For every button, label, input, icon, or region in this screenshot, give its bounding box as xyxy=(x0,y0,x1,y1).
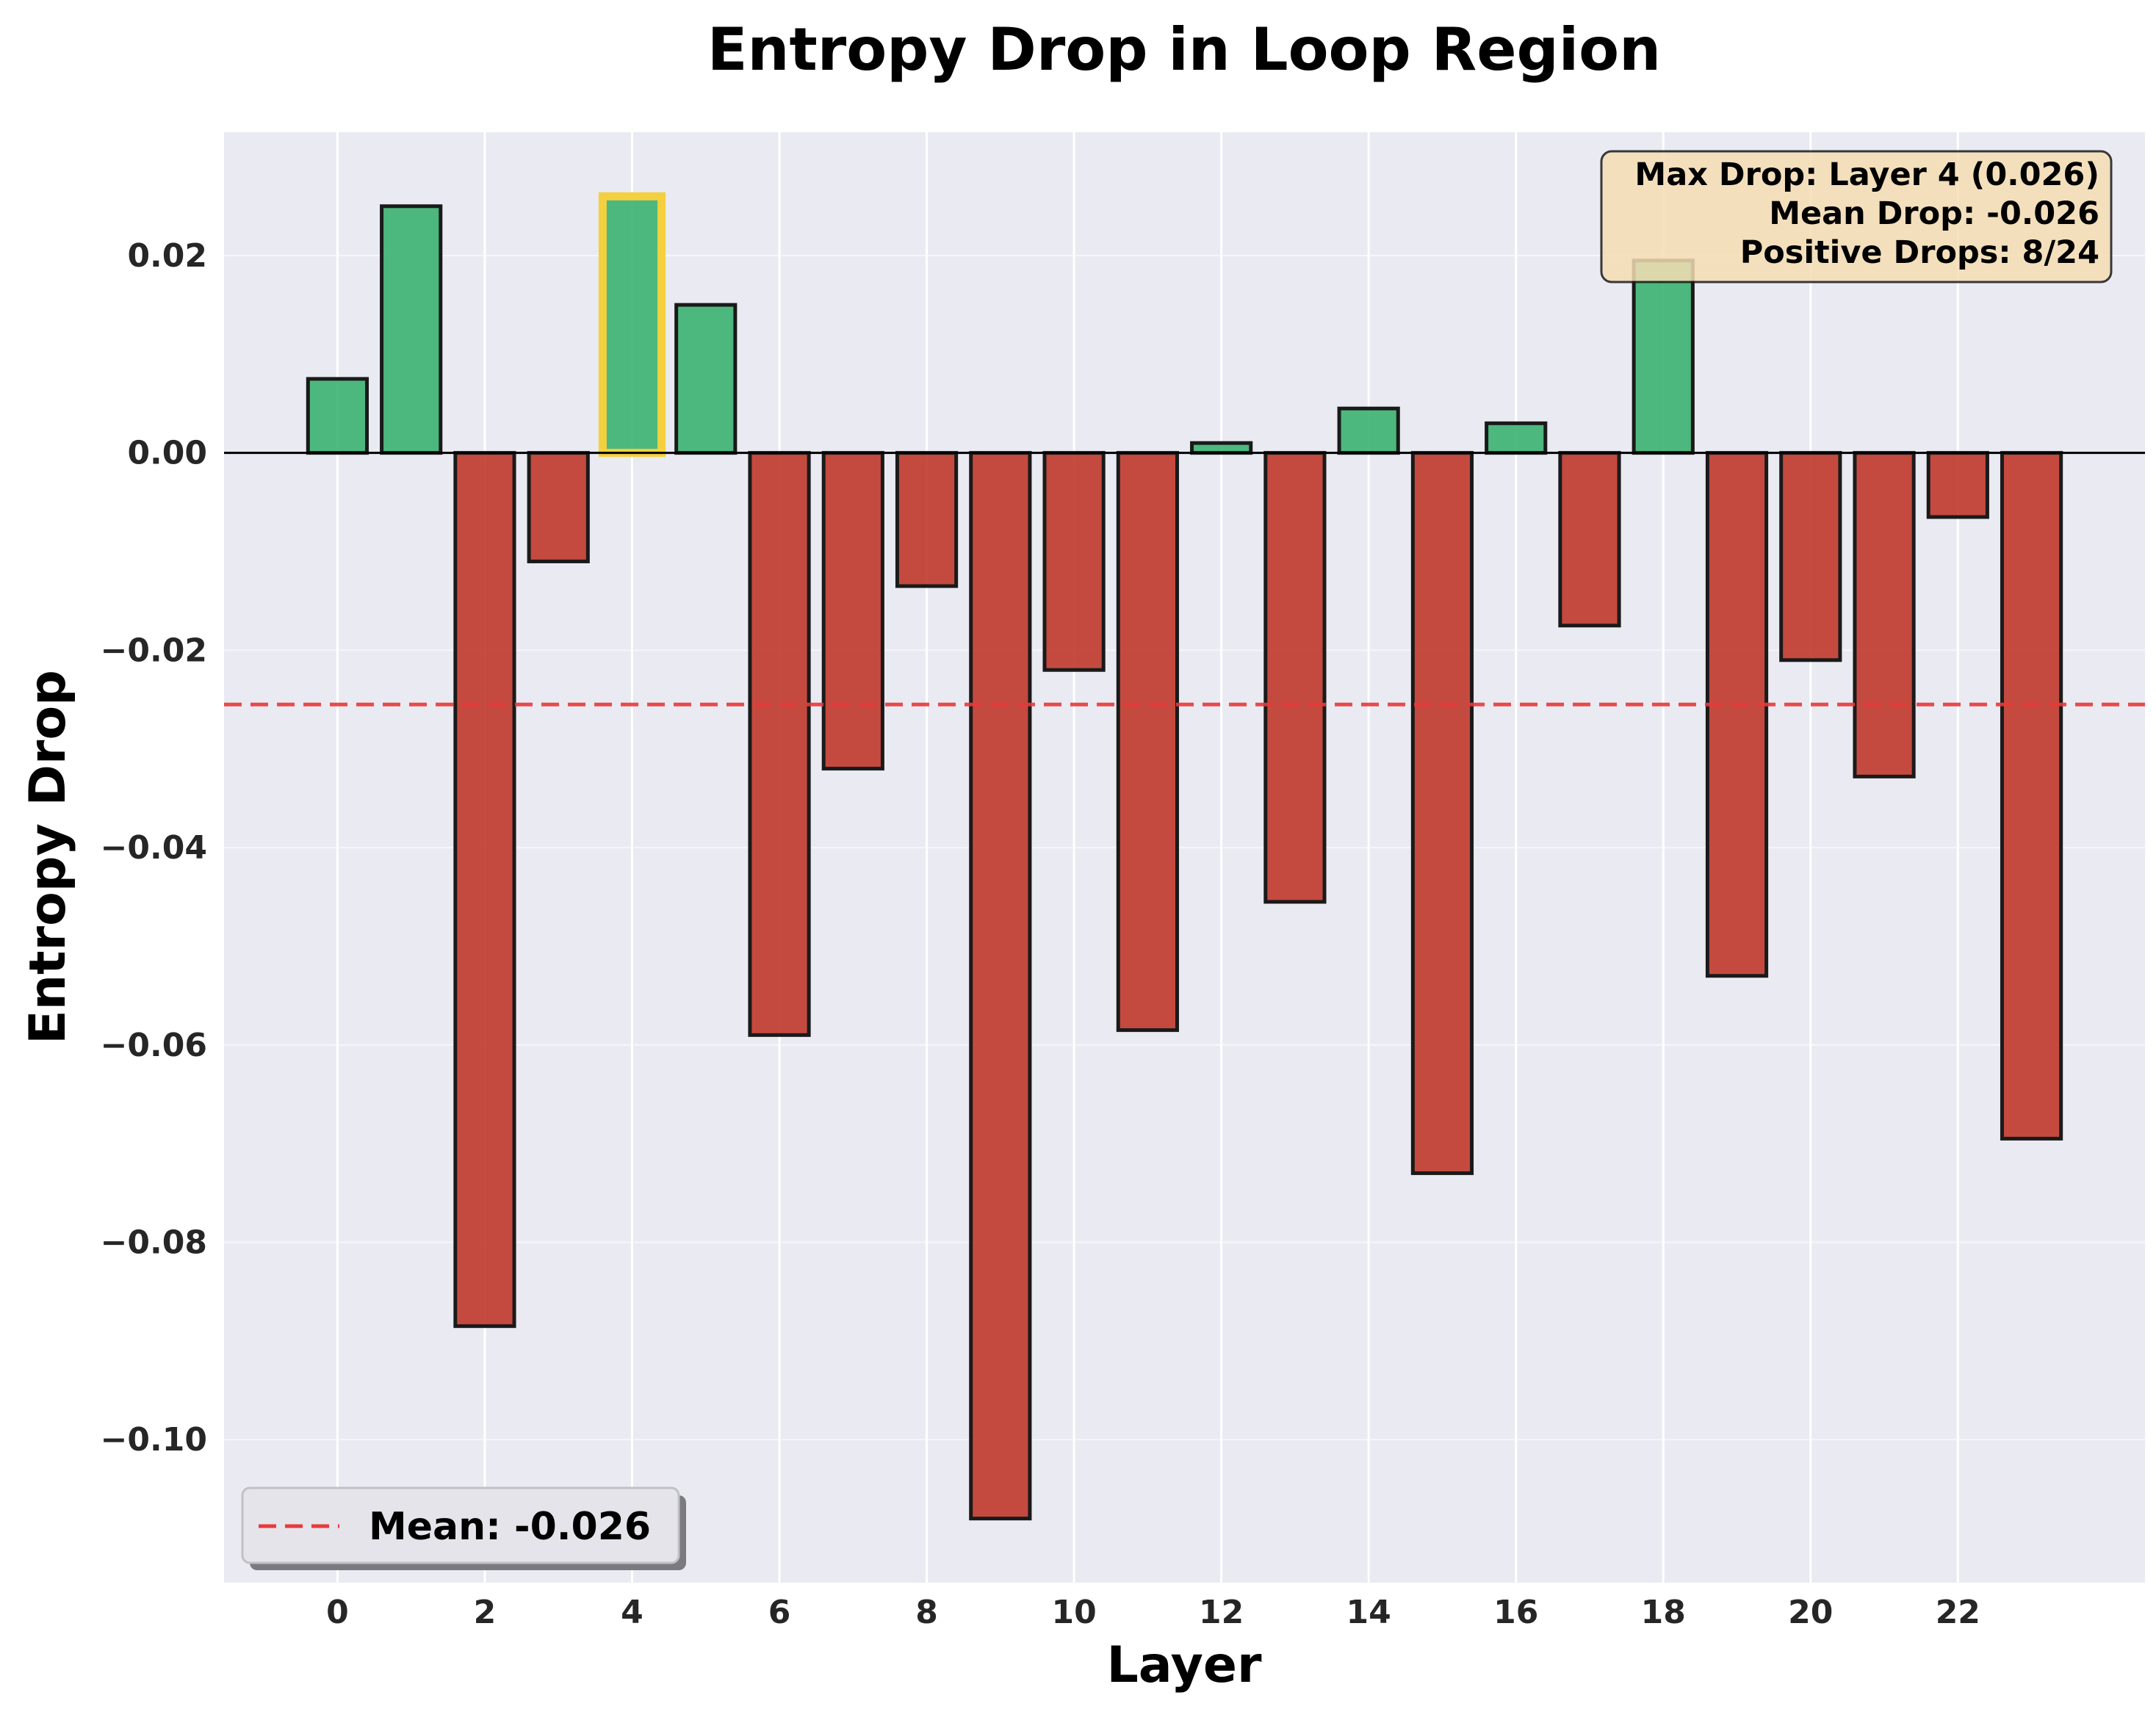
bar xyxy=(1042,451,1106,672)
bars xyxy=(306,192,2063,1521)
x-tick-label: 22 xyxy=(1936,1594,1980,1631)
stats-annotation: Max Drop: Layer 4 (0.026) Mean Drop: -0.… xyxy=(1600,150,2113,283)
y-axis-label: Entropy Drop xyxy=(19,670,77,1044)
y-tick-label: −0.04 xyxy=(101,829,207,867)
bar xyxy=(453,451,516,1329)
bar-highlighted xyxy=(598,192,666,458)
x-tick-label: 18 xyxy=(1641,1594,1686,1631)
bar xyxy=(1558,451,1621,628)
annotation-line-max: Max Drop: Layer 4 (0.026) xyxy=(1634,156,2099,193)
bar xyxy=(674,303,738,455)
x-tick-label: 16 xyxy=(1493,1594,1538,1631)
x-tick-label: 14 xyxy=(1346,1594,1391,1631)
legend-box xyxy=(241,1486,680,1564)
bar xyxy=(1263,451,1327,904)
bar xyxy=(2000,451,2063,1141)
annotation-box xyxy=(1600,150,2113,283)
y-tick-label: −0.06 xyxy=(101,1027,207,1064)
bar xyxy=(1116,451,1179,1033)
bar xyxy=(1705,451,1769,978)
bar xyxy=(1632,259,1695,455)
y-tick-label: 0.00 xyxy=(127,435,207,472)
x-tick-label: 4 xyxy=(621,1594,643,1631)
legend: Mean: -0.026 xyxy=(241,1486,686,1570)
bar xyxy=(527,451,590,563)
bar xyxy=(1779,451,1842,662)
bar xyxy=(306,377,369,455)
grid-lines xyxy=(224,132,2145,1583)
y-tick-label: −0.02 xyxy=(101,632,207,669)
bar xyxy=(895,451,959,588)
x-tick-labels: 0 2 4 6 8 10 12 14 16 18 20 22 xyxy=(326,1594,1980,1631)
chart-title: Entropy Drop in Loop Region xyxy=(707,15,1661,84)
x-tick-label: 20 xyxy=(1788,1594,1833,1631)
bar xyxy=(1926,451,1989,519)
bar xyxy=(1190,441,1253,455)
y-tick-label: −0.08 xyxy=(101,1224,207,1261)
y-tick-label: 0.02 xyxy=(127,237,207,275)
x-tick-label: 12 xyxy=(1199,1594,1244,1631)
x-tick-label: 8 xyxy=(915,1594,938,1631)
x-tick-label: 0 xyxy=(326,1594,349,1631)
legend-label: Mean: -0.026 xyxy=(369,1505,651,1549)
x-tick-label: 10 xyxy=(1051,1594,1096,1631)
annotation-line-positive: Positive Drops: 8/24 xyxy=(1740,234,2099,271)
bar xyxy=(969,451,1032,1521)
bar xyxy=(821,451,884,771)
x-axis-label: Layer xyxy=(1106,1636,1262,1694)
y-tick-label: −0.10 xyxy=(101,1421,207,1459)
plot-area xyxy=(224,132,2145,1583)
bar xyxy=(1485,421,1548,455)
annotation-line-mean: Mean Drop: -0.026 xyxy=(1769,195,2099,232)
x-tick-label: 2 xyxy=(474,1594,497,1631)
bar xyxy=(748,451,811,1037)
bar xyxy=(380,204,443,455)
bar xyxy=(1853,451,1916,778)
y-tick-labels: 0.02 0.00 −0.02 −0.04 −0.06 −0.08 −0.10 xyxy=(101,237,207,1459)
x-tick-label: 6 xyxy=(768,1594,791,1631)
bar xyxy=(1410,451,1474,1175)
bar xyxy=(1337,406,1400,455)
